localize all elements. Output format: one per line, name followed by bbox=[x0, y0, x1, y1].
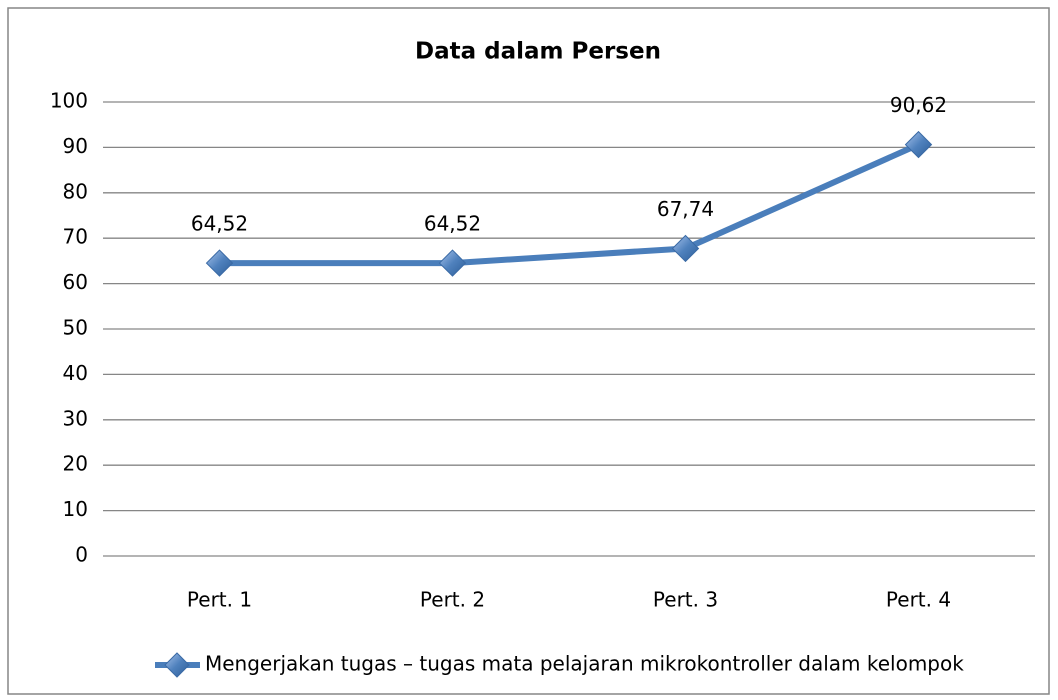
y-tick-label: 60 bbox=[63, 270, 88, 294]
y-tick-label: 0 bbox=[75, 543, 88, 567]
x-tick-label: Pert. 1 bbox=[187, 588, 252, 612]
y-tick-label: 10 bbox=[63, 497, 88, 521]
legend-label: Mengerjakan tugas – tugas mata pelajaran… bbox=[205, 652, 964, 676]
data-label: 67,74 bbox=[657, 197, 714, 221]
y-tick-label: 50 bbox=[63, 316, 88, 340]
y-tick-label: 90 bbox=[63, 134, 88, 158]
series-line bbox=[219, 141, 920, 267]
data-label: 64,52 bbox=[191, 212, 248, 236]
data-label: 90,62 bbox=[890, 93, 947, 117]
point-marker bbox=[904, 130, 933, 159]
legend-marker bbox=[164, 652, 190, 678]
x-tick-label: Pert. 4 bbox=[886, 588, 951, 612]
chart-title: Data dalam Persen bbox=[415, 39, 661, 65]
y-tick-label: 40 bbox=[63, 361, 88, 385]
data-label: 64,52 bbox=[424, 212, 481, 236]
point-marker bbox=[671, 234, 700, 263]
chart-border bbox=[7, 7, 1050, 695]
point-marker bbox=[438, 249, 467, 277]
y-tick-label: 80 bbox=[63, 179, 88, 203]
y-tick-label: 30 bbox=[63, 406, 88, 430]
x-tick-label: Pert. 3 bbox=[653, 588, 718, 612]
y-tick-label: 100 bbox=[50, 89, 88, 113]
y-tick-label: 70 bbox=[63, 225, 88, 249]
point-marker bbox=[205, 249, 234, 277]
y-tick-label: 20 bbox=[63, 452, 88, 476]
x-tick-label: Pert. 2 bbox=[420, 588, 485, 612]
